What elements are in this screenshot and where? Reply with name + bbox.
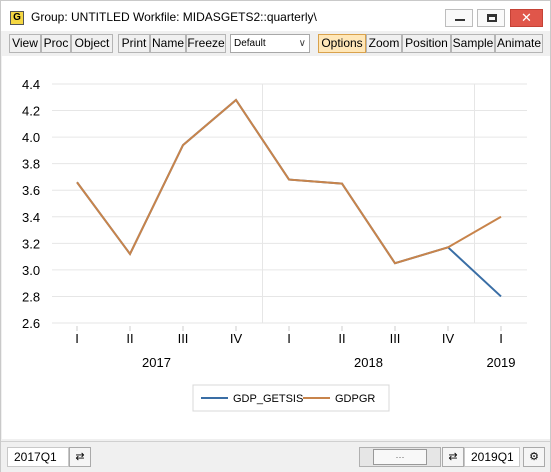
close-icon: ✕ xyxy=(521,10,532,25)
x-tick-label: II xyxy=(338,331,345,346)
close-button[interactable]: ✕ xyxy=(510,9,543,27)
x-tick-label: I xyxy=(287,331,291,346)
x-tick-label: IV xyxy=(442,331,455,346)
y-tick-label: 3.0 xyxy=(22,263,40,278)
x-tick-label: I xyxy=(499,331,503,346)
options-button[interactable]: Options xyxy=(318,34,366,53)
legend-label: GDPGR xyxy=(335,393,375,405)
sample-end-field[interactable]: 2019Q1 xyxy=(464,447,520,467)
minimize-button[interactable] xyxy=(445,9,473,27)
freeze-button[interactable]: Freeze xyxy=(186,34,226,53)
sample-start-arrows-icon[interactable]: ⇄ xyxy=(69,447,91,467)
proc-button[interactable]: Proc xyxy=(41,34,71,53)
gear-icon[interactable]: ⚙ xyxy=(523,447,545,467)
animate-button[interactable]: Animate xyxy=(495,34,543,53)
minimize-icon xyxy=(455,19,465,21)
template-select-value: Default xyxy=(234,38,266,49)
x-tick-label: II xyxy=(126,331,133,346)
year-label: 2019 xyxy=(487,355,516,370)
template-select[interactable]: Default ∨ xyxy=(230,34,310,53)
y-tick-label: 2.6 xyxy=(22,316,40,331)
sample-start-field[interactable]: 2017Q1 xyxy=(7,447,69,467)
y-tick-label: 4.4 xyxy=(22,77,40,92)
y-tick-label: 2.8 xyxy=(22,289,40,304)
view-button[interactable]: View xyxy=(9,34,41,53)
y-tick-label: 4.2 xyxy=(22,104,40,119)
legend-label: GDP_GETSIS xyxy=(233,393,303,405)
slider-thumb[interactable]: ··· xyxy=(373,449,427,465)
zoom-button[interactable]: Zoom xyxy=(366,34,402,53)
x-tick-label: III xyxy=(390,331,401,346)
x-tick-label: III xyxy=(178,331,189,346)
chevron-down-icon: ∨ xyxy=(298,38,306,49)
graph-area[interactable]: 2.6 2.8 3.0 3.2 3.4 3.6 3.8 4.0 4.2 4.4 I II III IV I I… xyxy=(2,56,550,439)
sample-slider[interactable]: ··· xyxy=(359,447,441,467)
sample-button[interactable]: Sample xyxy=(451,34,495,53)
x-tick-label: IV xyxy=(230,331,243,346)
print-button[interactable]: Print xyxy=(118,34,150,53)
toolbar: View Proc Object Print Name Freeze Defau… xyxy=(1,32,550,54)
y-tick-label: 3.8 xyxy=(22,157,40,172)
y-tick-label: 4.0 xyxy=(22,130,40,145)
maximize-icon xyxy=(487,14,497,22)
status-bar: 2017Q1 ⇄ ··· ⇄ 2019Q1 ⚙ xyxy=(1,441,550,472)
y-tick-label: 3.2 xyxy=(22,236,40,251)
series-line-gdpgr xyxy=(76,98,502,265)
position-button[interactable]: Position xyxy=(402,34,451,53)
y-tick-label: 3.6 xyxy=(22,183,40,198)
maximize-button[interactable] xyxy=(477,9,505,27)
year-label: 2017 xyxy=(142,355,171,370)
y-tick-label: 3.4 xyxy=(22,210,40,225)
year-label: 2018 xyxy=(354,355,383,370)
line-chart: 2.62.83.03.23.43.63.84.04.24.4I II III IV I I… xyxy=(22,77,527,412)
object-button[interactable]: Object xyxy=(71,34,113,53)
name-button[interactable]: Name xyxy=(150,34,186,53)
series-line-gdp_getsis xyxy=(76,98,502,298)
group-icon: G xyxy=(10,11,24,25)
window-title: Group: UNTITLED Workfile: MIDASGETS2::qu… xyxy=(31,10,317,24)
x-tick-label: I xyxy=(75,331,79,346)
title-bar[interactable]: G Group: UNTITLED Workfile: MIDASGETS2::… xyxy=(1,1,550,31)
sample-end-arrows-icon[interactable]: ⇄ xyxy=(442,447,464,467)
